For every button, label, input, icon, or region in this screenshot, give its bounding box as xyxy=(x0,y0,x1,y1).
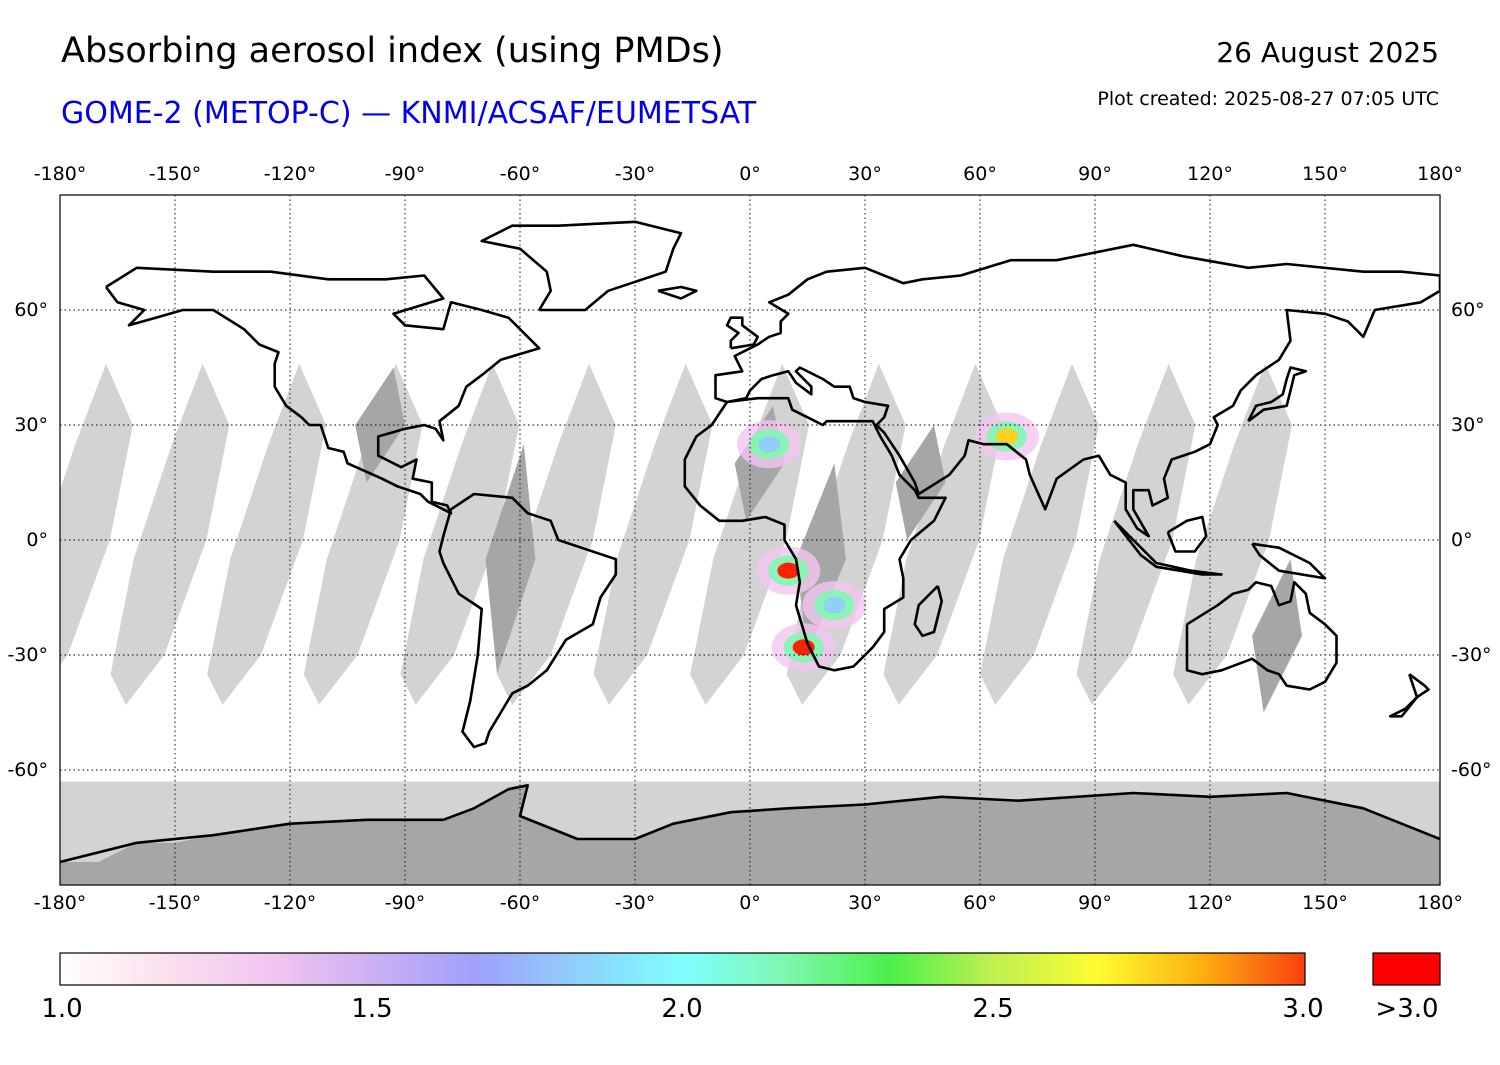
lon-tick-label-bottom: 0° xyxy=(739,892,761,914)
orbit-gap-swath xyxy=(110,363,230,705)
lon-tick-label-top: -150° xyxy=(148,163,202,185)
aerosol-core xyxy=(823,597,846,614)
lon-tick-label-top: -60° xyxy=(499,163,541,185)
coastline-great-britain xyxy=(725,316,759,350)
coastline-indonesia xyxy=(1113,519,1223,576)
orbit-gap-swath xyxy=(303,363,423,705)
lat-tick-label-left: -30° xyxy=(7,644,48,666)
lon-tick-label-top: -30° xyxy=(614,163,656,185)
lat-tick-label-right: 0° xyxy=(1451,529,1473,551)
orbit-gap-land xyxy=(895,425,946,540)
aerosol-core xyxy=(792,639,815,656)
lon-tick-label-top: 90° xyxy=(1078,163,1112,185)
lon-tick-label-top: 0° xyxy=(739,163,761,185)
lon-tick-label-top: -120° xyxy=(263,163,317,185)
lon-tick-label-top: 180° xyxy=(1417,163,1463,185)
lat-tick-label-left: -60° xyxy=(7,759,48,781)
lon-tick-label-bottom: 90° xyxy=(1078,892,1112,914)
colorbar-label: 1.0 xyxy=(41,994,83,1024)
lon-tick-label-top: -180° xyxy=(33,163,87,185)
lat-tick-label-right: -60° xyxy=(1451,759,1492,781)
lon-tick-label-top: 120° xyxy=(1187,163,1233,185)
coastline-antarctica xyxy=(60,784,1440,864)
coastline-north-america xyxy=(104,266,541,515)
coastline-australia xyxy=(1185,580,1338,691)
lon-tick-label-bottom: -150° xyxy=(148,892,202,914)
coastline-borneo xyxy=(1166,515,1208,553)
orbit-gap-land xyxy=(485,444,536,675)
lon-tick-label-bottom: -90° xyxy=(384,892,426,914)
colorbar-label: 2.5 xyxy=(972,994,1014,1024)
orbit-gap-land xyxy=(1252,559,1302,713)
coastline-south-america xyxy=(438,492,618,749)
colorbar-label: 2.0 xyxy=(661,994,703,1024)
aerosol-core xyxy=(995,428,1018,445)
coastline-eurasia-africa xyxy=(714,243,1440,538)
orbit-gap-swath xyxy=(60,363,133,665)
coastline-iceland xyxy=(657,285,698,300)
orbit-gap-swath xyxy=(980,363,1099,705)
plot-subtitle: GOME-2 (METOP-C) — KNMI/ACSAF/EUMETSAT xyxy=(61,96,757,131)
orbit-gap-swath xyxy=(1173,363,1292,705)
plot-date: 26 August 2025 xyxy=(1216,36,1439,69)
lon-tick-label-bottom: 120° xyxy=(1187,892,1233,914)
lon-tick-label-bottom: -60° xyxy=(499,892,541,914)
orbit-gap-swath xyxy=(593,363,713,705)
colorbar-label: 1.5 xyxy=(351,994,393,1024)
orbit-gap-swath xyxy=(883,363,1003,705)
lon-tick-label-top: -90° xyxy=(384,163,426,185)
orbit-gap-swath xyxy=(1076,363,1196,705)
lon-tick-label-bottom: -120° xyxy=(263,892,317,914)
lat-tick-label-right: 60° xyxy=(1451,299,1485,321)
lon-tick-label-bottom: -30° xyxy=(614,892,656,914)
orbit-gap-swath xyxy=(400,363,520,705)
colorbar-over-label: >3.0 xyxy=(1375,994,1439,1024)
lat-tick-label-left: 0° xyxy=(26,529,48,551)
lat-tick-label-left: 60° xyxy=(14,299,48,321)
lat-tick-label-right: -30° xyxy=(1451,644,1492,666)
coastline-africa xyxy=(683,396,947,672)
lon-tick-label-top: 150° xyxy=(1302,163,1348,185)
orbit-gap-swath xyxy=(207,363,326,705)
coastline-new-guinea xyxy=(1251,542,1327,580)
aerosol-core xyxy=(758,436,781,453)
coastline-new-zealand xyxy=(1388,673,1430,718)
lon-tick-label-bottom: -180° xyxy=(33,892,87,914)
colorbar xyxy=(59,952,1306,986)
lon-tick-label-bottom: 180° xyxy=(1417,892,1463,914)
aerosol-core xyxy=(777,562,800,579)
map-frame xyxy=(59,194,1441,886)
coastline-madagascar xyxy=(913,585,943,638)
lon-tick-label-top: 60° xyxy=(963,163,997,185)
lon-tick-label-bottom: 150° xyxy=(1302,892,1348,914)
coastline-greenland xyxy=(480,220,683,312)
colorbar-over-swatch xyxy=(1372,952,1441,986)
colorbar-label: 3.0 xyxy=(1282,994,1324,1024)
lon-tick-label-bottom: 60° xyxy=(963,892,997,914)
plot-title: Absorbing aerosol index (using PMDs) xyxy=(61,31,724,71)
lat-tick-label-left: 30° xyxy=(14,414,48,436)
coastline-japan xyxy=(1247,366,1308,423)
plot-created-timestamp: Plot created: 2025-08-27 07:05 UTC xyxy=(1097,88,1439,110)
lon-tick-label-bottom: 30° xyxy=(848,892,882,914)
lat-tick-label-right: 30° xyxy=(1451,414,1485,436)
lon-tick-label-top: 30° xyxy=(848,163,882,185)
